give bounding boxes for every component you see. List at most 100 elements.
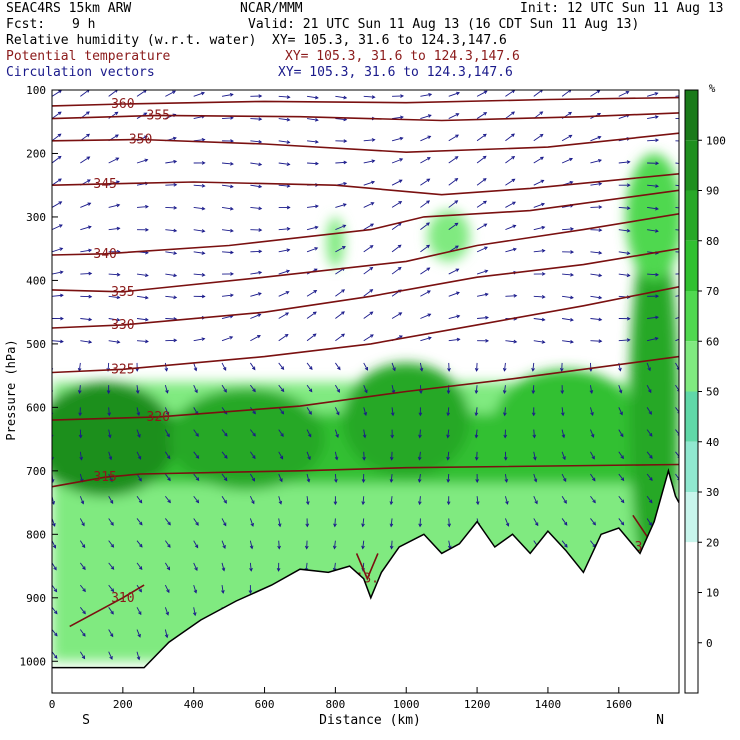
vector-head — [223, 499, 227, 504]
vector-arrow — [136, 385, 139, 394]
vector-arrow — [108, 227, 120, 231]
vector-head — [540, 179, 545, 184]
vector-arrow — [533, 179, 544, 186]
vector-arrow — [193, 206, 205, 210]
vector-head — [648, 499, 653, 504]
vector-arrow — [363, 267, 373, 275]
vector-head — [597, 112, 602, 117]
vector-arrow — [505, 201, 516, 208]
vector-head — [144, 273, 149, 278]
vector-head — [229, 228, 234, 233]
vector-head — [333, 501, 338, 506]
colorbar-swatch — [685, 140, 698, 191]
y-tick-label: 300 — [26, 211, 46, 224]
vector-head — [446, 412, 451, 417]
vector-head — [677, 390, 679, 392]
vector-head — [370, 223, 375, 227]
vector-head — [397, 266, 402, 271]
vector-arrow — [79, 651, 85, 659]
vector-arrow — [504, 496, 508, 505]
vector-arrow — [419, 451, 421, 460]
colorbar-tick-label: 70 — [706, 285, 719, 298]
colorbar-tick-label: 60 — [706, 335, 719, 348]
vector-arrow — [193, 251, 205, 254]
vector-head — [426, 200, 431, 204]
vector-arrow — [476, 496, 479, 505]
vector-head — [677, 412, 679, 414]
vector-head — [258, 117, 263, 121]
vector-arrow — [164, 362, 168, 371]
vector-arrow — [390, 518, 393, 527]
vector-head — [426, 244, 431, 249]
vector-head — [173, 338, 178, 343]
vector-head — [201, 229, 206, 233]
vector-arrow — [165, 90, 176, 97]
vector-arrow — [164, 451, 171, 459]
vector-head — [590, 412, 594, 416]
vector-head — [286, 227, 291, 231]
vector-head — [503, 412, 507, 417]
vector-arrow — [505, 295, 517, 297]
colorbar-unit: % — [709, 82, 716, 95]
vector-arrow — [590, 473, 596, 481]
vector-head — [285, 312, 290, 316]
vector-arrow — [221, 407, 228, 415]
vector-arrow — [590, 159, 602, 164]
vector-arrow — [476, 178, 487, 186]
plot-frame — [51, 89, 680, 694]
vector-head — [389, 545, 394, 550]
vector-head — [279, 455, 284, 460]
vector-head — [676, 366, 679, 371]
vector-head — [81, 544, 86, 549]
vector-head — [314, 95, 319, 100]
vector-head — [201, 251, 206, 255]
vector-head — [201, 206, 206, 211]
colorbar-tick-label: 20 — [706, 536, 719, 549]
vector-head — [59, 270, 64, 275]
vector-head — [592, 521, 596, 526]
vector-arrow — [250, 118, 262, 120]
vector-arrow — [505, 111, 515, 119]
theta-contour-310 — [69, 584, 145, 628]
theta-contour-335 — [52, 213, 679, 293]
vector-head — [598, 205, 603, 209]
vector-arrow — [108, 540, 114, 548]
vector-arrow — [675, 473, 679, 480]
vector-arrow — [52, 629, 58, 637]
vector-arrow — [278, 429, 284, 437]
vector-head — [361, 501, 366, 506]
vector-head — [502, 390, 507, 395]
vector-arrow — [561, 407, 564, 416]
vector-head — [308, 388, 313, 393]
vector-arrow — [335, 289, 345, 297]
vector-arrow — [221, 451, 228, 459]
vector-head — [417, 478, 422, 483]
vector-arrow — [306, 407, 312, 415]
vector-head — [145, 204, 149, 209]
vector-head — [314, 247, 319, 251]
vector-head — [534, 522, 539, 527]
vector-head — [369, 311, 374, 315]
vector-head — [343, 160, 348, 165]
vector-head — [88, 294, 93, 299]
vector-arrow — [362, 540, 365, 549]
vector-arrow — [249, 362, 256, 370]
vector-head — [398, 312, 403, 316]
vector-head — [309, 366, 313, 370]
vector-arrow — [52, 133, 62, 142]
vector-head — [371, 180, 376, 185]
vector-arrow — [363, 429, 366, 438]
vector-head — [505, 522, 510, 527]
vector-head — [258, 94, 263, 98]
vector-arrow — [250, 292, 262, 297]
vector-head — [598, 182, 603, 186]
vector-arrow — [52, 178, 62, 186]
vector-arrow — [250, 140, 262, 143]
vector-head — [618, 389, 623, 394]
vector-arrow — [52, 584, 58, 592]
vector-arrow — [533, 340, 545, 343]
vector-head — [618, 367, 622, 372]
vector-head — [195, 522, 199, 526]
vector-arrow — [193, 562, 198, 571]
vector-head — [87, 225, 92, 230]
